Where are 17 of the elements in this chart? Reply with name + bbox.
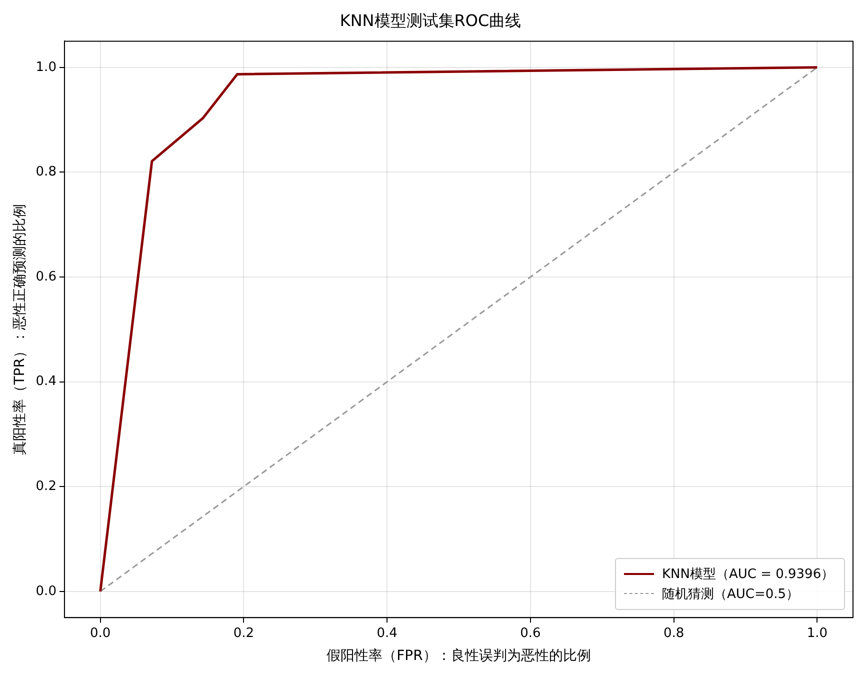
x-tick-label: 1.0 — [806, 626, 828, 641]
y-tick-label: 0.6 — [36, 269, 56, 284]
x-tick-label: 0.4 — [376, 626, 398, 641]
y-tick-label: 0.0 — [36, 584, 56, 599]
y-axis-title: 真阳性率（TPR）：恶性正确预测的比例 — [12, 204, 28, 455]
chart-title: KNN模型测试集ROC曲线 — [340, 10, 522, 30]
legend-label: 随机猜测（AUC=0.5） — [662, 586, 800, 603]
x-axis-title: 假阳性率（FPR）：良性误判为恶性的比例 — [326, 648, 591, 664]
y-tick-label: 0.8 — [36, 164, 56, 180]
x-tick-label: 0.6 — [520, 626, 541, 641]
x-tick-label: 0.8 — [663, 626, 684, 641]
x-tick-label: 0.0 — [90, 626, 111, 641]
x-tick-label: 0.2 — [233, 626, 254, 641]
y-tick-label: 0.4 — [36, 374, 56, 390]
y-tick-label: 0.2 — [36, 478, 56, 494]
y-tick-label: 1.0 — [36, 60, 56, 75]
legend-label: KNN模型（AUC = 0.9396） — [662, 566, 834, 583]
